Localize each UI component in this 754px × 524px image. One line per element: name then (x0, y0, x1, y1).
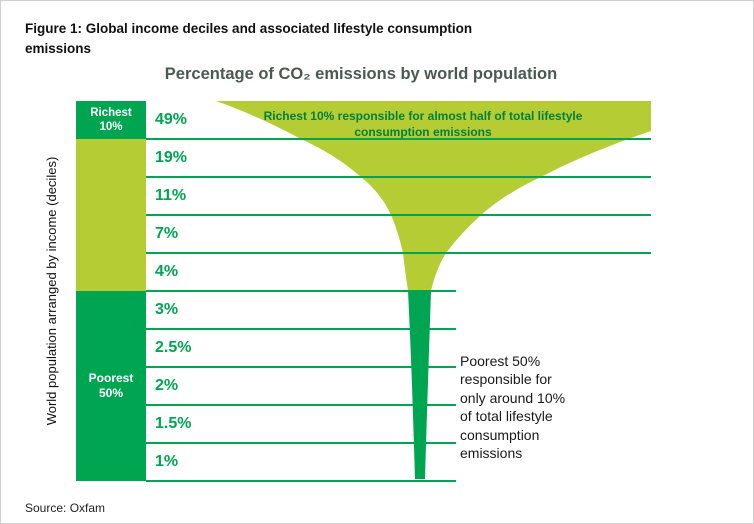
middle-deciles-block (76, 139, 146, 291)
decile-percent-label: 3% (155, 301, 179, 318)
decile-percent-label: 11% (155, 187, 187, 204)
decile-percent-label: 4% (155, 263, 179, 280)
decile-percent-label: 7% (155, 225, 179, 242)
gridline (146, 252, 651, 254)
decile-percent-label: 1.5% (155, 415, 192, 432)
decile-percent-label: 2% (155, 377, 179, 394)
emissions-funnel (216, 101, 651, 479)
chart-title: Percentage of CO₂ emissions by world pop… (164, 65, 558, 83)
gridline (146, 480, 456, 482)
y-axis-label: World population arranged by income (dec… (44, 156, 59, 426)
gridline (146, 442, 456, 444)
percent-labels: 49% 19% 11% 7% 4% 3% 2.5% 2% 1.5% 1% (149, 101, 219, 481)
gridline (146, 290, 456, 292)
gridline (146, 404, 456, 406)
decile-percent-label: 2.5% (155, 339, 192, 356)
richest-annotation: Richest 10% responsible for almost half … (263, 109, 583, 139)
gridline (146, 176, 651, 178)
richest-10-block: Richest 10% (76, 101, 146, 139)
source-note: Source: Oxfam (25, 501, 106, 515)
funnel-bowl-shape (216, 101, 651, 291)
poorest-50-label: Poorest 50% (88, 371, 134, 400)
poorest-50-block: Poorest 50% (76, 291, 146, 481)
decile-percent-label: 19% (155, 149, 188, 166)
figure-title: Figure 1: Global income deciles and asso… (25, 21, 473, 56)
gridline (146, 138, 651, 140)
gridline (146, 366, 456, 368)
gridline (146, 328, 456, 330)
gridline (146, 214, 651, 216)
decile-bar: Richest 10% Poorest 50% (76, 101, 146, 481)
decile-percent-label: 49% (155, 111, 188, 128)
poorest-annotation: Poorest 50% responsible for only around … (460, 353, 566, 462)
funnel-stem-shape (408, 291, 431, 479)
decile-percent-label: 1% (155, 453, 179, 470)
richest-10-label: Richest 10% (90, 106, 132, 133)
